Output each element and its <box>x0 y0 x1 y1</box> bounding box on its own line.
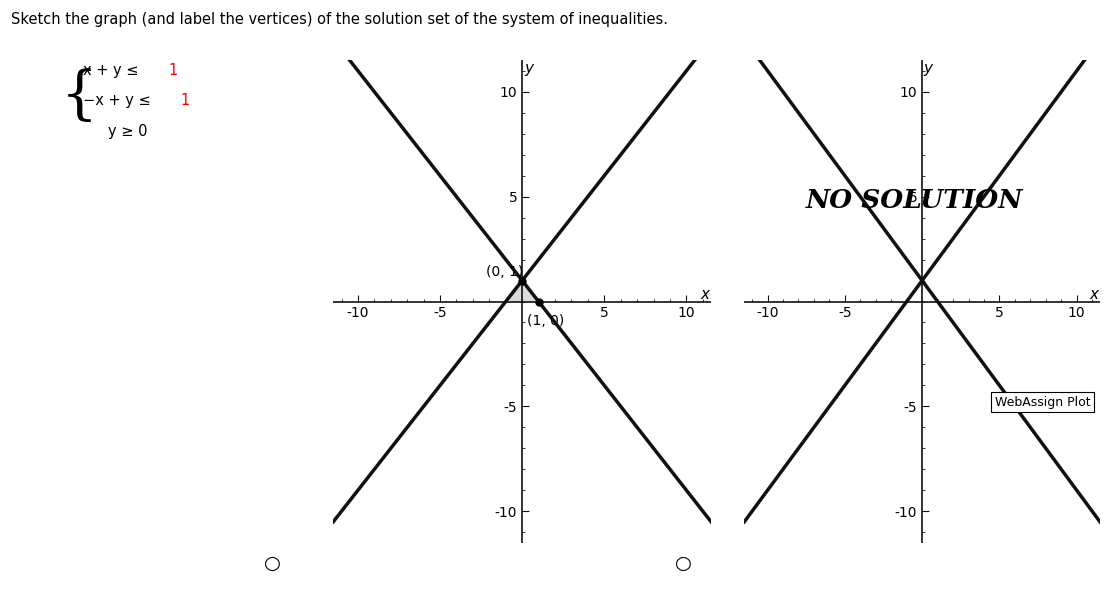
Text: (0, 1): (0, 1) <box>486 265 523 279</box>
Text: x: x <box>1089 286 1098 302</box>
Text: {: { <box>61 69 98 125</box>
Text: (1, 0): (1, 0) <box>527 314 564 327</box>
Text: NO SOLUTION: NO SOLUTION <box>805 188 1023 213</box>
Text: y: y <box>924 61 933 76</box>
Text: y: y <box>524 61 533 76</box>
Text: x + y ≤: x + y ≤ <box>83 63 142 78</box>
Polygon shape <box>506 280 539 302</box>
Text: x: x <box>700 286 709 302</box>
Text: −x + y ≤: −x + y ≤ <box>83 93 154 109</box>
Text: 1: 1 <box>180 93 189 109</box>
Text: y ≥ 0: y ≥ 0 <box>108 124 148 139</box>
Text: WebAssign Plot: WebAssign Plot <box>994 396 1091 409</box>
Text: 1: 1 <box>169 63 178 78</box>
Text: Sketch the graph (and label the vertices) of the solution set of the system of i: Sketch the graph (and label the vertices… <box>11 12 668 27</box>
Text: ○: ○ <box>263 554 281 573</box>
Text: ○: ○ <box>674 554 692 573</box>
